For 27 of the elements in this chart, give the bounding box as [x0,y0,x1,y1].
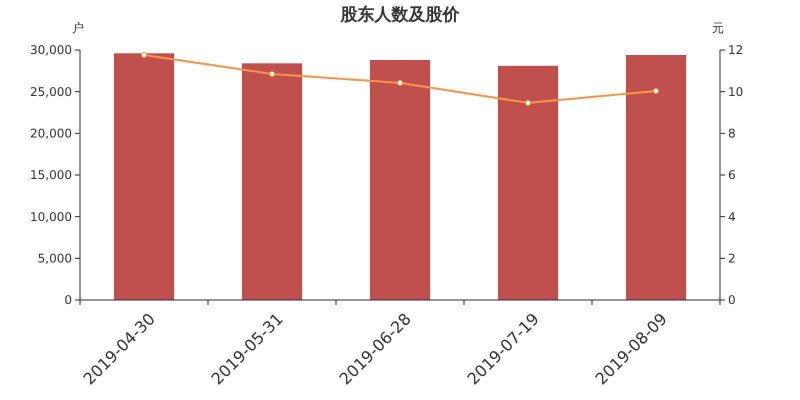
point [269,70,275,77]
point [525,100,531,106]
bar [498,66,558,300]
y2-axis-title: 元 [712,21,724,35]
y2-tick-label: 12 [728,43,744,58]
y2-tick-label: 2 [728,252,736,266]
y2-tick-label: 4 [728,210,736,224]
bar [370,60,430,300]
y-tick-label: 15,000 [30,168,72,182]
y2-tick-label: 10 [728,84,744,99]
y-tick-label: 20,000 [30,126,72,141]
y2-tick-label: 6 [728,168,736,182]
y-tick-label: 5,000 [38,252,72,266]
point [141,52,147,58]
point [397,80,403,86]
y-tick-label: 0 [64,293,72,308]
y-axis-title: 户 [72,21,84,35]
bar [114,53,174,300]
chart-title: 股东人数及股价 [340,5,460,25]
y2-tick-label: 8 [728,126,736,141]
point [653,88,659,94]
bar [626,55,686,300]
y-tick-label: 30,000 [30,43,72,58]
y-tick-label: 25,000 [30,84,72,99]
y-tick-label: 10,000 [30,210,72,224]
y2-tick-label: 0 [728,293,736,308]
bar [242,63,302,300]
